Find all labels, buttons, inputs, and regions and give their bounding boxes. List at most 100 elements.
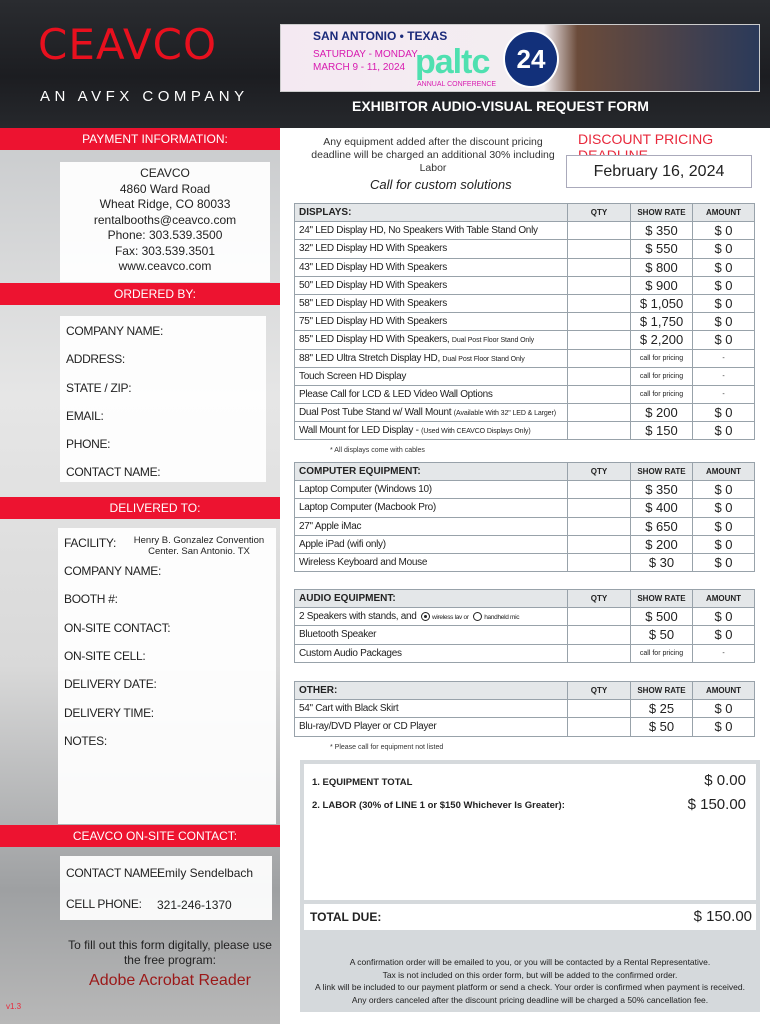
item-cell: 24" LED Display HD, No Speakers With Tab… bbox=[294, 221, 568, 241]
onsite-contact-box: CONTACT NAME: Emily Sendelbach CELL PHON… bbox=[60, 856, 272, 920]
amount-cell: $ 0 bbox=[692, 239, 755, 259]
onsite-cell-field[interactable]: ON-SITE CELL: bbox=[64, 649, 146, 663]
amount-cell: $ 0 bbox=[692, 403, 755, 423]
audio-table: AUDIO EQUIPMENT: QTY SHOW RATE AMOUNT 2 Spea… bbox=[294, 588, 755, 663]
amount-cell: - bbox=[692, 366, 755, 386]
mic-option-radio[interactable] bbox=[421, 612, 431, 622]
item-name: 54" Cart with Black Skirt bbox=[299, 703, 399, 715]
onsite-contact-header: CEAVCO ON-SITE CONTACT: bbox=[0, 825, 280, 847]
help-text: To fill out this form digitally, please … bbox=[68, 938, 272, 967]
qty-input[interactable] bbox=[567, 384, 631, 405]
delivery-company-name-field[interactable]: COMPANY NAME: bbox=[64, 564, 162, 578]
qty-input[interactable] bbox=[567, 257, 631, 277]
delivery-date-field[interactable]: DELIVERY DATE: bbox=[64, 677, 157, 691]
labor-label: 2. LABOR (30% of LINE 1 or $150 Whicheve… bbox=[312, 800, 565, 811]
qty-input[interactable] bbox=[567, 421, 631, 441]
item-name: 50" LED Display HD With Speakers bbox=[299, 279, 447, 291]
rate-cell: $ 800 bbox=[630, 257, 693, 277]
qty-input[interactable] bbox=[567, 516, 631, 536]
qty-input[interactable] bbox=[567, 552, 631, 573]
item-cell: Blu-ray/DVD Player or CD Player bbox=[294, 717, 568, 737]
contact-name-field[interactable]: CONTACT NAME: bbox=[66, 465, 161, 479]
qty-input[interactable] bbox=[567, 312, 631, 332]
amount-cell: $ 0 bbox=[692, 498, 755, 518]
phone-field[interactable]: PHONE: bbox=[66, 437, 111, 451]
mic-option-label: wireless lav or bbox=[432, 614, 469, 622]
item-name: 32" LED Display HD With Speakers bbox=[299, 243, 447, 255]
address-field[interactable]: ADDRESS: bbox=[66, 352, 125, 366]
rate-cell: $ 550 bbox=[630, 239, 693, 259]
table-row: 88" LED Ultra Stretch Display HD, Dual P… bbox=[294, 348, 755, 368]
qty-input[interactable] bbox=[567, 348, 631, 368]
computer-table: COMPUTER EQUIPMENT: QTY SHOW RATE AMOUNT Lap… bbox=[294, 461, 755, 573]
amount-cell: - bbox=[692, 643, 755, 663]
amount-cell: $ 0 bbox=[692, 293, 755, 314]
qty-input[interactable] bbox=[567, 607, 631, 627]
company-name-field[interactable]: COMPANY NAME: bbox=[66, 324, 164, 338]
totals-panel: 1. EQUIPMENT TOTAL $ 0.00 2. LABOR (30% … bbox=[300, 760, 760, 1012]
mic-option-label: handheld mic bbox=[484, 614, 520, 622]
qty-input[interactable] bbox=[567, 699, 631, 719]
table-row: Wireless Keyboard and Mouse $ 30 $ 0 bbox=[294, 552, 755, 573]
amount-header: AMOUNT bbox=[692, 588, 755, 609]
notes-field[interactable]: NOTES: bbox=[64, 734, 107, 748]
table-row: 32" LED Display HD With Speakers $ 550 $ 0 bbox=[294, 239, 755, 259]
qty-input[interactable] bbox=[567, 403, 631, 423]
qty-header: QTY bbox=[567, 588, 631, 609]
qty-input[interactable] bbox=[567, 239, 631, 259]
deadline-date: February 16, 2024 bbox=[566, 155, 752, 188]
email-field[interactable]: EMAIL: bbox=[66, 409, 104, 423]
category-header: AUDIO EQUIPMENT: bbox=[294, 588, 568, 609]
delivery-time-field[interactable]: DELIVERY TIME: bbox=[64, 706, 154, 720]
payment-email[interactable]: rentalbooths@ceavco.com bbox=[93, 212, 237, 227]
amount-cell: $ 0 bbox=[692, 552, 755, 573]
table-header-row: DISPLAYS: QTY SHOW RATE AMOUNT bbox=[294, 202, 755, 223]
qty-input[interactable] bbox=[567, 330, 631, 350]
qty-input[interactable] bbox=[567, 275, 631, 295]
conference-banner: SAN ANTONIO • TEXAS SATURDAY - MONDAY MA… bbox=[280, 24, 760, 92]
acrobat-reader-link[interactable]: Adobe Acrobat Reader bbox=[89, 972, 251, 989]
onsite-contact-field[interactable]: ON-SITE CONTACT: bbox=[64, 621, 171, 635]
item-name: Bluetooth Speaker bbox=[299, 629, 377, 641]
banner-dates: MARCH 9 - 11, 2024 bbox=[313, 62, 406, 73]
fine-print: A confirmation order will be emailed to … bbox=[310, 956, 750, 1006]
item-cell: Wireless Keyboard and Mouse bbox=[294, 552, 568, 573]
amount-cell: $ 0 bbox=[692, 257, 755, 277]
rate-cell: call for pricing bbox=[630, 348, 693, 368]
rate-cell: $ 50 bbox=[630, 717, 693, 737]
mic-option-radio[interactable] bbox=[473, 612, 483, 622]
item-cell: Dual Post Tube Stand w/ Wall Mount (Avai… bbox=[294, 403, 568, 423]
table-row: 24" LED Display HD, No Speakers With Tab… bbox=[294, 221, 755, 241]
delivered-to-header: DELIVERED TO: bbox=[0, 497, 280, 519]
qty-input[interactable] bbox=[567, 717, 631, 737]
facility-value[interactable]: Henry B. Gonzalez Convention Center. San… bbox=[133, 535, 265, 557]
qty-input[interactable] bbox=[567, 625, 631, 645]
item-name: Laptop Computer (Windows 10) bbox=[299, 484, 432, 496]
qty-input[interactable] bbox=[567, 293, 631, 314]
payment-website[interactable]: www.ceavco.com bbox=[118, 259, 212, 273]
rate-header: SHOW RATE bbox=[630, 588, 693, 609]
state-zip-field[interactable]: STATE / ZIP: bbox=[66, 381, 132, 395]
amount-cell: - bbox=[692, 348, 755, 368]
amount-cell: $ 0 bbox=[692, 717, 755, 737]
qty-input[interactable] bbox=[567, 498, 631, 518]
qty-input[interactable] bbox=[567, 534, 631, 554]
item-note: Dual Post Floor Stand Only bbox=[451, 337, 535, 345]
rate-cell: $ 1,050 bbox=[630, 293, 693, 314]
amount-header: AMOUNT bbox=[692, 461, 755, 482]
deadline-notice: Any equipment added after the discount p… bbox=[311, 136, 555, 174]
item-name: Blu-ray/DVD Player or CD Player bbox=[299, 721, 437, 733]
qty-input[interactable] bbox=[567, 366, 631, 386]
item-name: 88" LED Ultra Stretch Display HD, bbox=[299, 352, 440, 364]
qty-input[interactable] bbox=[567, 643, 631, 663]
qty-input[interactable] bbox=[567, 221, 631, 241]
table-row: Apple iPad (wifi only) $ 200 $ 0 bbox=[294, 534, 755, 554]
item-name: Laptop Computer (Macbook Pro) bbox=[299, 502, 436, 514]
item-cell: 43" LED Display HD With Speakers bbox=[294, 257, 568, 277]
item-note: (Used With CEAVCO Displays Only) bbox=[421, 428, 531, 436]
rate-cell: $ 150 bbox=[630, 421, 693, 441]
booth-field[interactable]: BOOTH #: bbox=[64, 592, 118, 606]
qty-input[interactable] bbox=[567, 480, 631, 500]
rate-header: SHOW RATE bbox=[630, 202, 693, 223]
rate-cell: $ 650 bbox=[630, 516, 693, 536]
